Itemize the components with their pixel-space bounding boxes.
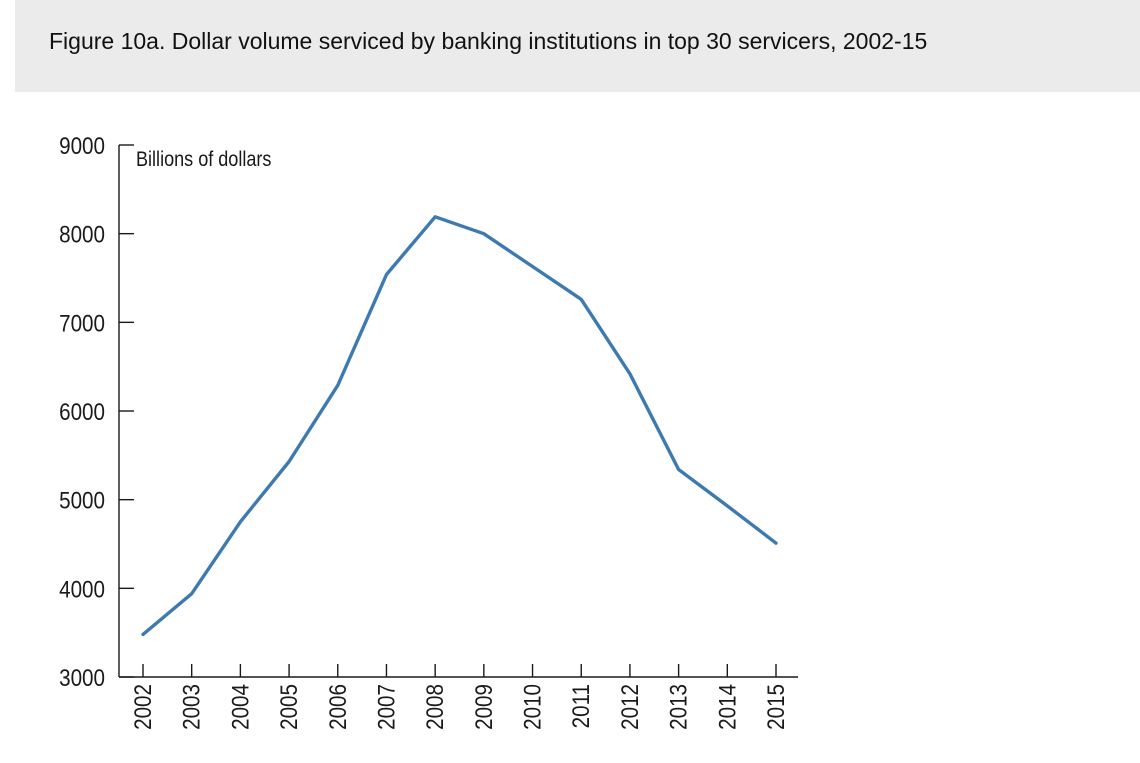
y-tick-label: 3000 xyxy=(59,665,105,692)
unit-label: Billions of dollars xyxy=(136,148,272,172)
x-tick-label: 2009 xyxy=(470,684,497,730)
chart-title: Figure 10a. Dollar volume serviced by ba… xyxy=(49,28,928,54)
x-tick-label: 2004 xyxy=(227,684,254,730)
x-tick-label: 2005 xyxy=(276,684,303,730)
y-tick-label: 7000 xyxy=(59,310,105,337)
y-axis-ticks: 3000 4000 5000 6000 7000 8000 9000 xyxy=(59,133,134,692)
x-tick-label: 2013 xyxy=(665,684,692,730)
y-tick-label: 5000 xyxy=(59,487,105,514)
title-bar: Figure 10a. Dollar volume serviced by ba… xyxy=(15,0,1140,92)
y-tick-label: 9000 xyxy=(59,133,105,160)
x-tick-label: 2011 xyxy=(568,684,595,728)
x-tick-label: 2007 xyxy=(373,684,400,730)
series-line xyxy=(141,215,778,637)
x-tick-label: 2012 xyxy=(616,684,643,730)
x-tick-label: 2002 xyxy=(130,684,157,730)
y-tick-label: 4000 xyxy=(59,576,105,603)
y-tick-label: 8000 xyxy=(59,221,105,248)
y-tick-label: 6000 xyxy=(59,399,105,426)
x-tick-label: 2015 xyxy=(763,684,790,730)
x-tick-label: 2008 xyxy=(422,684,449,730)
x-tick-label: 2010 xyxy=(519,684,546,730)
x-tick-label: 2014 xyxy=(714,684,741,730)
x-tick-label: 2003 xyxy=(178,684,205,730)
x-tick-label: 2006 xyxy=(324,684,351,730)
x-axis-ticks: 2002 2003 2004 2005 2006 2007 2008 2009 2010 2011… xyxy=(130,664,790,730)
